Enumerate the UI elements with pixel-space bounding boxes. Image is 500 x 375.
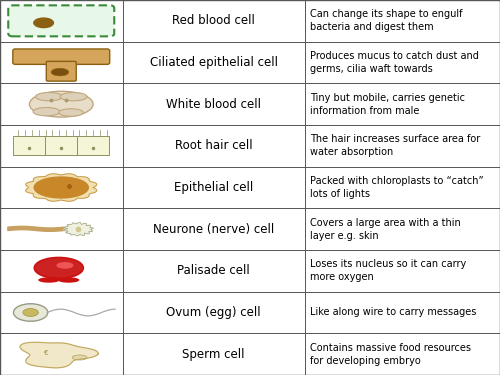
Text: Covers a large area with a thin
layer e.g. skin: Covers a large area with a thin layer e.… <box>310 218 461 241</box>
Polygon shape <box>34 177 88 198</box>
Text: Neurone (nerve) cell: Neurone (nerve) cell <box>153 223 274 236</box>
Text: Contains massive food resources
for developing embryo: Contains massive food resources for deve… <box>310 343 471 366</box>
Text: Loses its nucleus so it can carry
more oxygen: Loses its nucleus so it can carry more o… <box>310 260 466 282</box>
Polygon shape <box>64 222 94 236</box>
Bar <box>77 136 109 155</box>
Ellipse shape <box>14 304 48 321</box>
Ellipse shape <box>59 109 84 116</box>
Text: Root hair cell: Root hair cell <box>175 140 252 152</box>
Ellipse shape <box>72 355 87 360</box>
FancyBboxPatch shape <box>8 5 114 36</box>
Ellipse shape <box>23 309 38 316</box>
Ellipse shape <box>30 91 93 117</box>
Ellipse shape <box>34 258 84 278</box>
Text: Red blood cell: Red blood cell <box>172 14 255 27</box>
Text: Tiny but mobile, carries genetic
information from male: Tiny but mobile, carries genetic informa… <box>310 93 465 116</box>
FancyBboxPatch shape <box>46 62 76 81</box>
Text: Like along wire to carry messages: Like along wire to carry messages <box>310 308 476 318</box>
Polygon shape <box>26 174 97 201</box>
Bar <box>46 136 77 155</box>
Polygon shape <box>20 342 98 368</box>
Ellipse shape <box>51 68 68 76</box>
Text: Produces mucus to catch dust and
germs, cilia waft towards: Produces mucus to catch dust and germs, … <box>310 51 479 74</box>
Text: €: € <box>44 350 49 356</box>
Ellipse shape <box>60 93 87 101</box>
Text: Epithelial cell: Epithelial cell <box>174 181 254 194</box>
Text: Packed with chloroplasts to “catch”
lots of lights: Packed with chloroplasts to “catch” lots… <box>310 176 484 199</box>
Ellipse shape <box>58 277 80 283</box>
Text: Ovum (egg) cell: Ovum (egg) cell <box>166 306 261 319</box>
Bar <box>14 136 46 155</box>
Text: Sperm cell: Sperm cell <box>182 348 245 361</box>
FancyBboxPatch shape <box>13 49 110 64</box>
Ellipse shape <box>38 277 60 283</box>
Text: Can change its shape to engulf
bacteria and digest them: Can change its shape to engulf bacteria … <box>310 9 462 32</box>
Text: Palisade cell: Palisade cell <box>178 264 250 278</box>
Text: White blood cell: White blood cell <box>166 98 261 111</box>
Text: The hair increases surface area for
water absorption: The hair increases surface area for wate… <box>310 134 480 157</box>
Ellipse shape <box>36 93 62 101</box>
Ellipse shape <box>33 108 60 116</box>
Text: Ciliated epithelial cell: Ciliated epithelial cell <box>150 56 278 69</box>
Ellipse shape <box>56 262 74 269</box>
Ellipse shape <box>34 18 54 28</box>
